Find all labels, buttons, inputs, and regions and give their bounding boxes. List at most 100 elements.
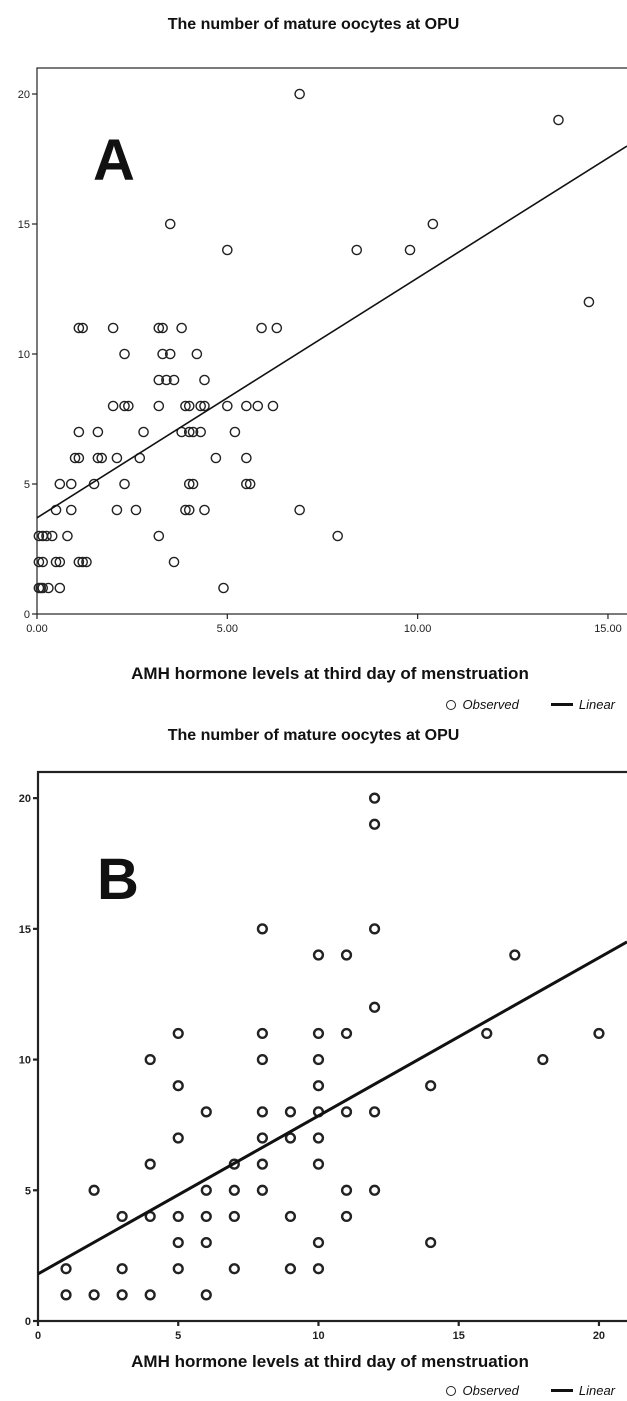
data-point <box>116 1263 128 1275</box>
data-point <box>180 400 191 412</box>
data-point <box>54 478 66 490</box>
data-point <box>368 792 381 804</box>
observed-marker-icon <box>446 699 457 710</box>
data-point <box>60 1263 72 1275</box>
data-point <box>351 244 363 256</box>
data-point <box>256 1027 268 1040</box>
x-tick-label: 5 <box>175 1330 181 1342</box>
data-point <box>111 504 123 516</box>
data-point <box>271 322 283 334</box>
data-point <box>241 452 252 464</box>
legend-observed: Observed <box>462 1383 519 1398</box>
data-point <box>312 1080 325 1092</box>
legend-observed: Observed <box>462 697 519 712</box>
chart-panel-a: The number of mature oocytes at OPU 0 5 10… <box>18 16 627 712</box>
x-axis-label: AMH hormone levels at third day of menst… <box>131 1352 529 1371</box>
x-tick-label: 5.00 <box>217 623 238 635</box>
data-point <box>172 1027 184 1040</box>
data-point <box>294 88 305 100</box>
data-point <box>228 1210 240 1223</box>
data-point <box>199 504 210 516</box>
data-point <box>294 504 305 516</box>
data-point <box>65 478 77 490</box>
data-point <box>37 556 49 568</box>
data-point <box>50 504 62 516</box>
data-point <box>312 1132 325 1144</box>
data-point <box>537 1053 549 1066</box>
data-point <box>54 556 66 568</box>
legend-linear: Linear <box>578 697 615 712</box>
data-point <box>312 1236 325 1249</box>
data-point <box>256 1053 268 1066</box>
data-point <box>119 400 130 412</box>
data-point <box>200 1236 212 1249</box>
x-axis-label: AMH hormone levels at third day of menst… <box>131 664 529 683</box>
data-point <box>164 218 176 230</box>
legend: Observed Linear <box>446 1383 615 1398</box>
data-point <box>172 1263 184 1275</box>
y-tick-label: 10 <box>19 1055 31 1067</box>
data-point <box>77 322 88 334</box>
data-point <box>368 923 381 935</box>
data-point <box>183 478 195 490</box>
data-point <box>218 582 229 594</box>
data-point <box>41 530 52 542</box>
data-point <box>144 1158 156 1170</box>
data-point <box>404 244 416 256</box>
data-point <box>107 400 119 412</box>
x-tick-label: 10 <box>312 1330 324 1342</box>
data-point <box>593 1027 605 1040</box>
data-point <box>210 452 222 464</box>
data-point <box>37 582 49 594</box>
panel-label: B <box>97 847 139 912</box>
data-point <box>172 1210 184 1223</box>
legend-linear: Linear <box>578 1383 615 1398</box>
chart-title: The number of mature oocytes at OPU <box>167 727 460 744</box>
x-tick-label: 0.00 <box>26 623 47 635</box>
x-tick-label: 10.00 <box>404 623 432 635</box>
data-point <box>191 348 203 360</box>
data-point <box>33 530 45 542</box>
x-tick-label: 20 <box>593 1330 605 1342</box>
data-point <box>284 1106 297 1118</box>
data-point <box>312 1158 325 1170</box>
data-point <box>92 426 104 438</box>
data-point <box>368 1106 381 1118</box>
data-point <box>73 322 85 334</box>
data-point <box>73 452 85 464</box>
data-point <box>312 949 325 961</box>
data-point <box>60 1289 72 1301</box>
data-point <box>199 374 210 386</box>
panel-label: A <box>93 128 135 193</box>
data-point <box>267 400 279 412</box>
data-point <box>222 400 233 412</box>
data-point <box>119 478 130 490</box>
data-point <box>340 1027 353 1040</box>
data-point <box>77 556 88 568</box>
data-point <box>107 322 119 334</box>
data-point <box>228 1263 240 1275</box>
data-point <box>176 322 187 334</box>
data-point <box>200 1289 212 1301</box>
data-point <box>153 400 165 412</box>
data-point <box>144 1289 156 1301</box>
chart-title: The number of mature oocytes at OPU <box>167 16 460 33</box>
data-point <box>312 1053 325 1066</box>
data-point <box>153 322 165 334</box>
data-point <box>81 556 92 568</box>
y-tick-label: 15 <box>19 924 31 936</box>
y-tick-label: 0 <box>24 609 30 621</box>
data-point <box>199 400 210 412</box>
data-point <box>368 1184 381 1196</box>
data-point <box>92 452 104 464</box>
data-point <box>509 949 521 961</box>
data-point <box>256 322 267 334</box>
data-point <box>284 1210 297 1223</box>
data-point <box>33 556 45 568</box>
y-tick-label: 15 <box>18 219 30 231</box>
data-point <box>187 478 199 490</box>
y-tick-label: 20 <box>18 89 30 101</box>
chart-panel-b: The number of mature oocytes at OPU 0 5 10… <box>0 715 627 1401</box>
data-point <box>222 244 233 256</box>
data-point <box>368 1001 381 1013</box>
